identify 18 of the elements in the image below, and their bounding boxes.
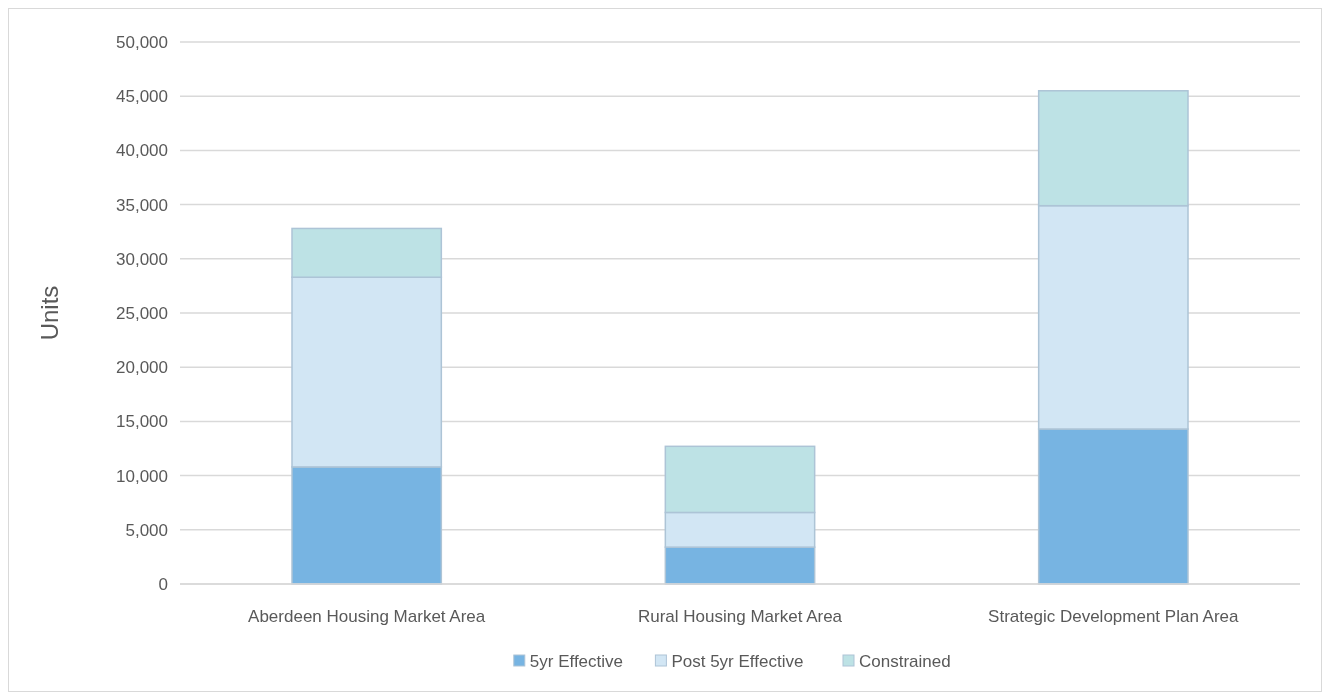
y-tick-label: 30,000 <box>116 249 168 269</box>
x-tick-label: Strategic Development Plan Area <box>988 607 1240 626</box>
legend-label: 5yr Effective <box>529 651 624 671</box>
y-tick-label: 50,000 <box>116 32 168 52</box>
y-tick-label: 45,000 <box>116 87 168 107</box>
y-axis-title: Units <box>36 285 63 341</box>
y-tick-label: 20,000 <box>116 358 168 378</box>
y-tick-label: 5,000 <box>125 520 168 540</box>
y-tick-label: 10,000 <box>116 466 168 486</box>
y-tick-label: 35,000 <box>116 195 168 215</box>
x-tick-label: Aberdeen Housing Market Area <box>248 607 486 626</box>
legend-label: Post 5yr Effective <box>671 651 804 671</box>
y-tick-label: 0 <box>158 574 168 594</box>
y-tick-label: 15,000 <box>116 412 168 432</box>
legend-label: Constrained <box>859 651 951 671</box>
x-tick-label: Rural Housing Market Area <box>637 607 843 626</box>
y-tick-label: 25,000 <box>116 303 168 323</box>
y-tick-label: 40,000 <box>116 141 168 161</box>
